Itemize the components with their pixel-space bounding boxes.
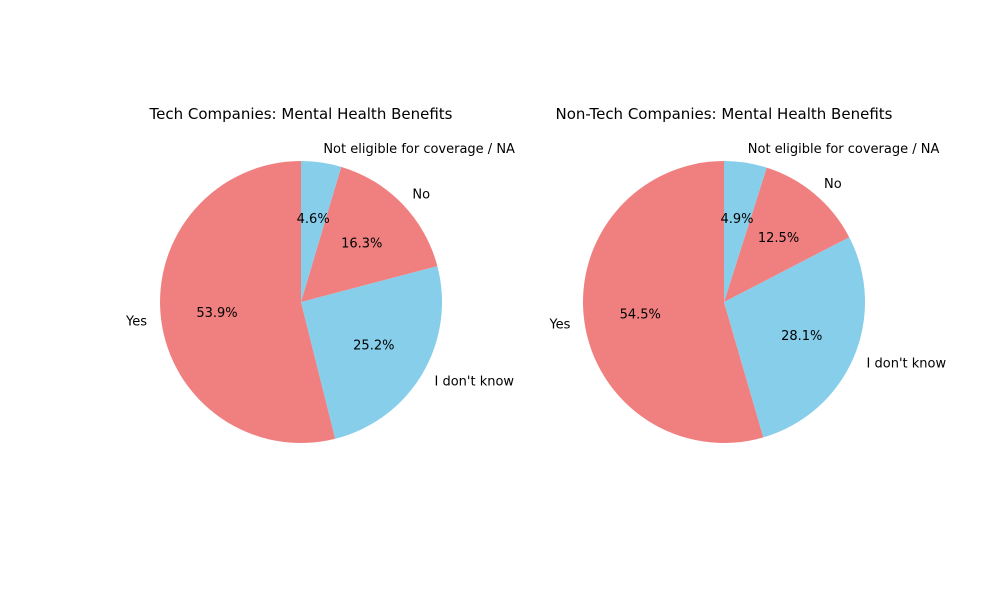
- non-tech-slice-yes: [582, 161, 764, 443]
- tech-percent-label-yes: 53.9%: [196, 306, 237, 321]
- non-tech-slice-label-yes: Yes: [548, 317, 570, 332]
- tech-slice-label-i-don-t-know: I don't know: [435, 374, 515, 389]
- non-tech-slice-label-not-eligible-for-coverage-na: Not eligible for coverage / NA: [748, 142, 940, 157]
- tech-chart-title: Tech Companies: Mental Health Benefits: [149, 105, 453, 123]
- non-tech-chart-title: Non-Tech Companies: Mental Health Benefi…: [556, 105, 893, 123]
- non-tech-slice-no: [724, 167, 850, 302]
- non-tech-slice-i-don-t-know: [724, 237, 866, 438]
- non-tech-pie-chart: Non-Tech Companies: Mental Health Benefi…: [548, 105, 946, 443]
- tech-pie-chart: Tech Companies: Mental Health Benefits Y…: [125, 105, 515, 443]
- tech-slice-yes: [160, 161, 336, 443]
- tech-slice-i-don-t-know: [301, 266, 443, 439]
- non-tech-slice-label-i-don-t-know: I don't know: [867, 357, 947, 372]
- tech-percent-label-i-don-t-know: 25.2%: [353, 339, 394, 354]
- non-tech-pie-labels: Yes 54.5% I don't know 28.1% No 12.5% Not elig…: [548, 142, 946, 371]
- tech-pie-slices: [160, 161, 443, 443]
- tech-slice-label-not-eligible-for-coverage-na: Not eligible for coverage / NA: [323, 142, 515, 157]
- non-tech-percent-label-not-eligible-for-coverage-na: 4.9%: [720, 212, 753, 227]
- tech-pie-labels: Yes 53.9% I don't know 25.2% No 16.3% Not elig…: [125, 142, 515, 389]
- non-tech-percent-label-yes: 54.5%: [620, 307, 661, 322]
- non-tech-pie-slices: [582, 161, 866, 443]
- tech-slice-not-eligible-for-coverage-na: [301, 161, 342, 302]
- non-tech-slice-not-eligible-for-coverage-na: [724, 161, 767, 302]
- tech-slice-label-no: No: [412, 188, 430, 203]
- tech-slice-label-yes: Yes: [125, 314, 147, 329]
- tech-percent-label-no: 16.3%: [341, 237, 382, 252]
- tech-percent-label-not-eligible-for-coverage-na: 4.6%: [297, 212, 330, 227]
- non-tech-percent-label-i-don-t-know: 28.1%: [781, 329, 822, 344]
- non-tech-slice-label-no: No: [824, 177, 842, 192]
- tech-slice-no: [301, 166, 438, 302]
- non-tech-percent-label-no: 12.5%: [758, 231, 799, 246]
